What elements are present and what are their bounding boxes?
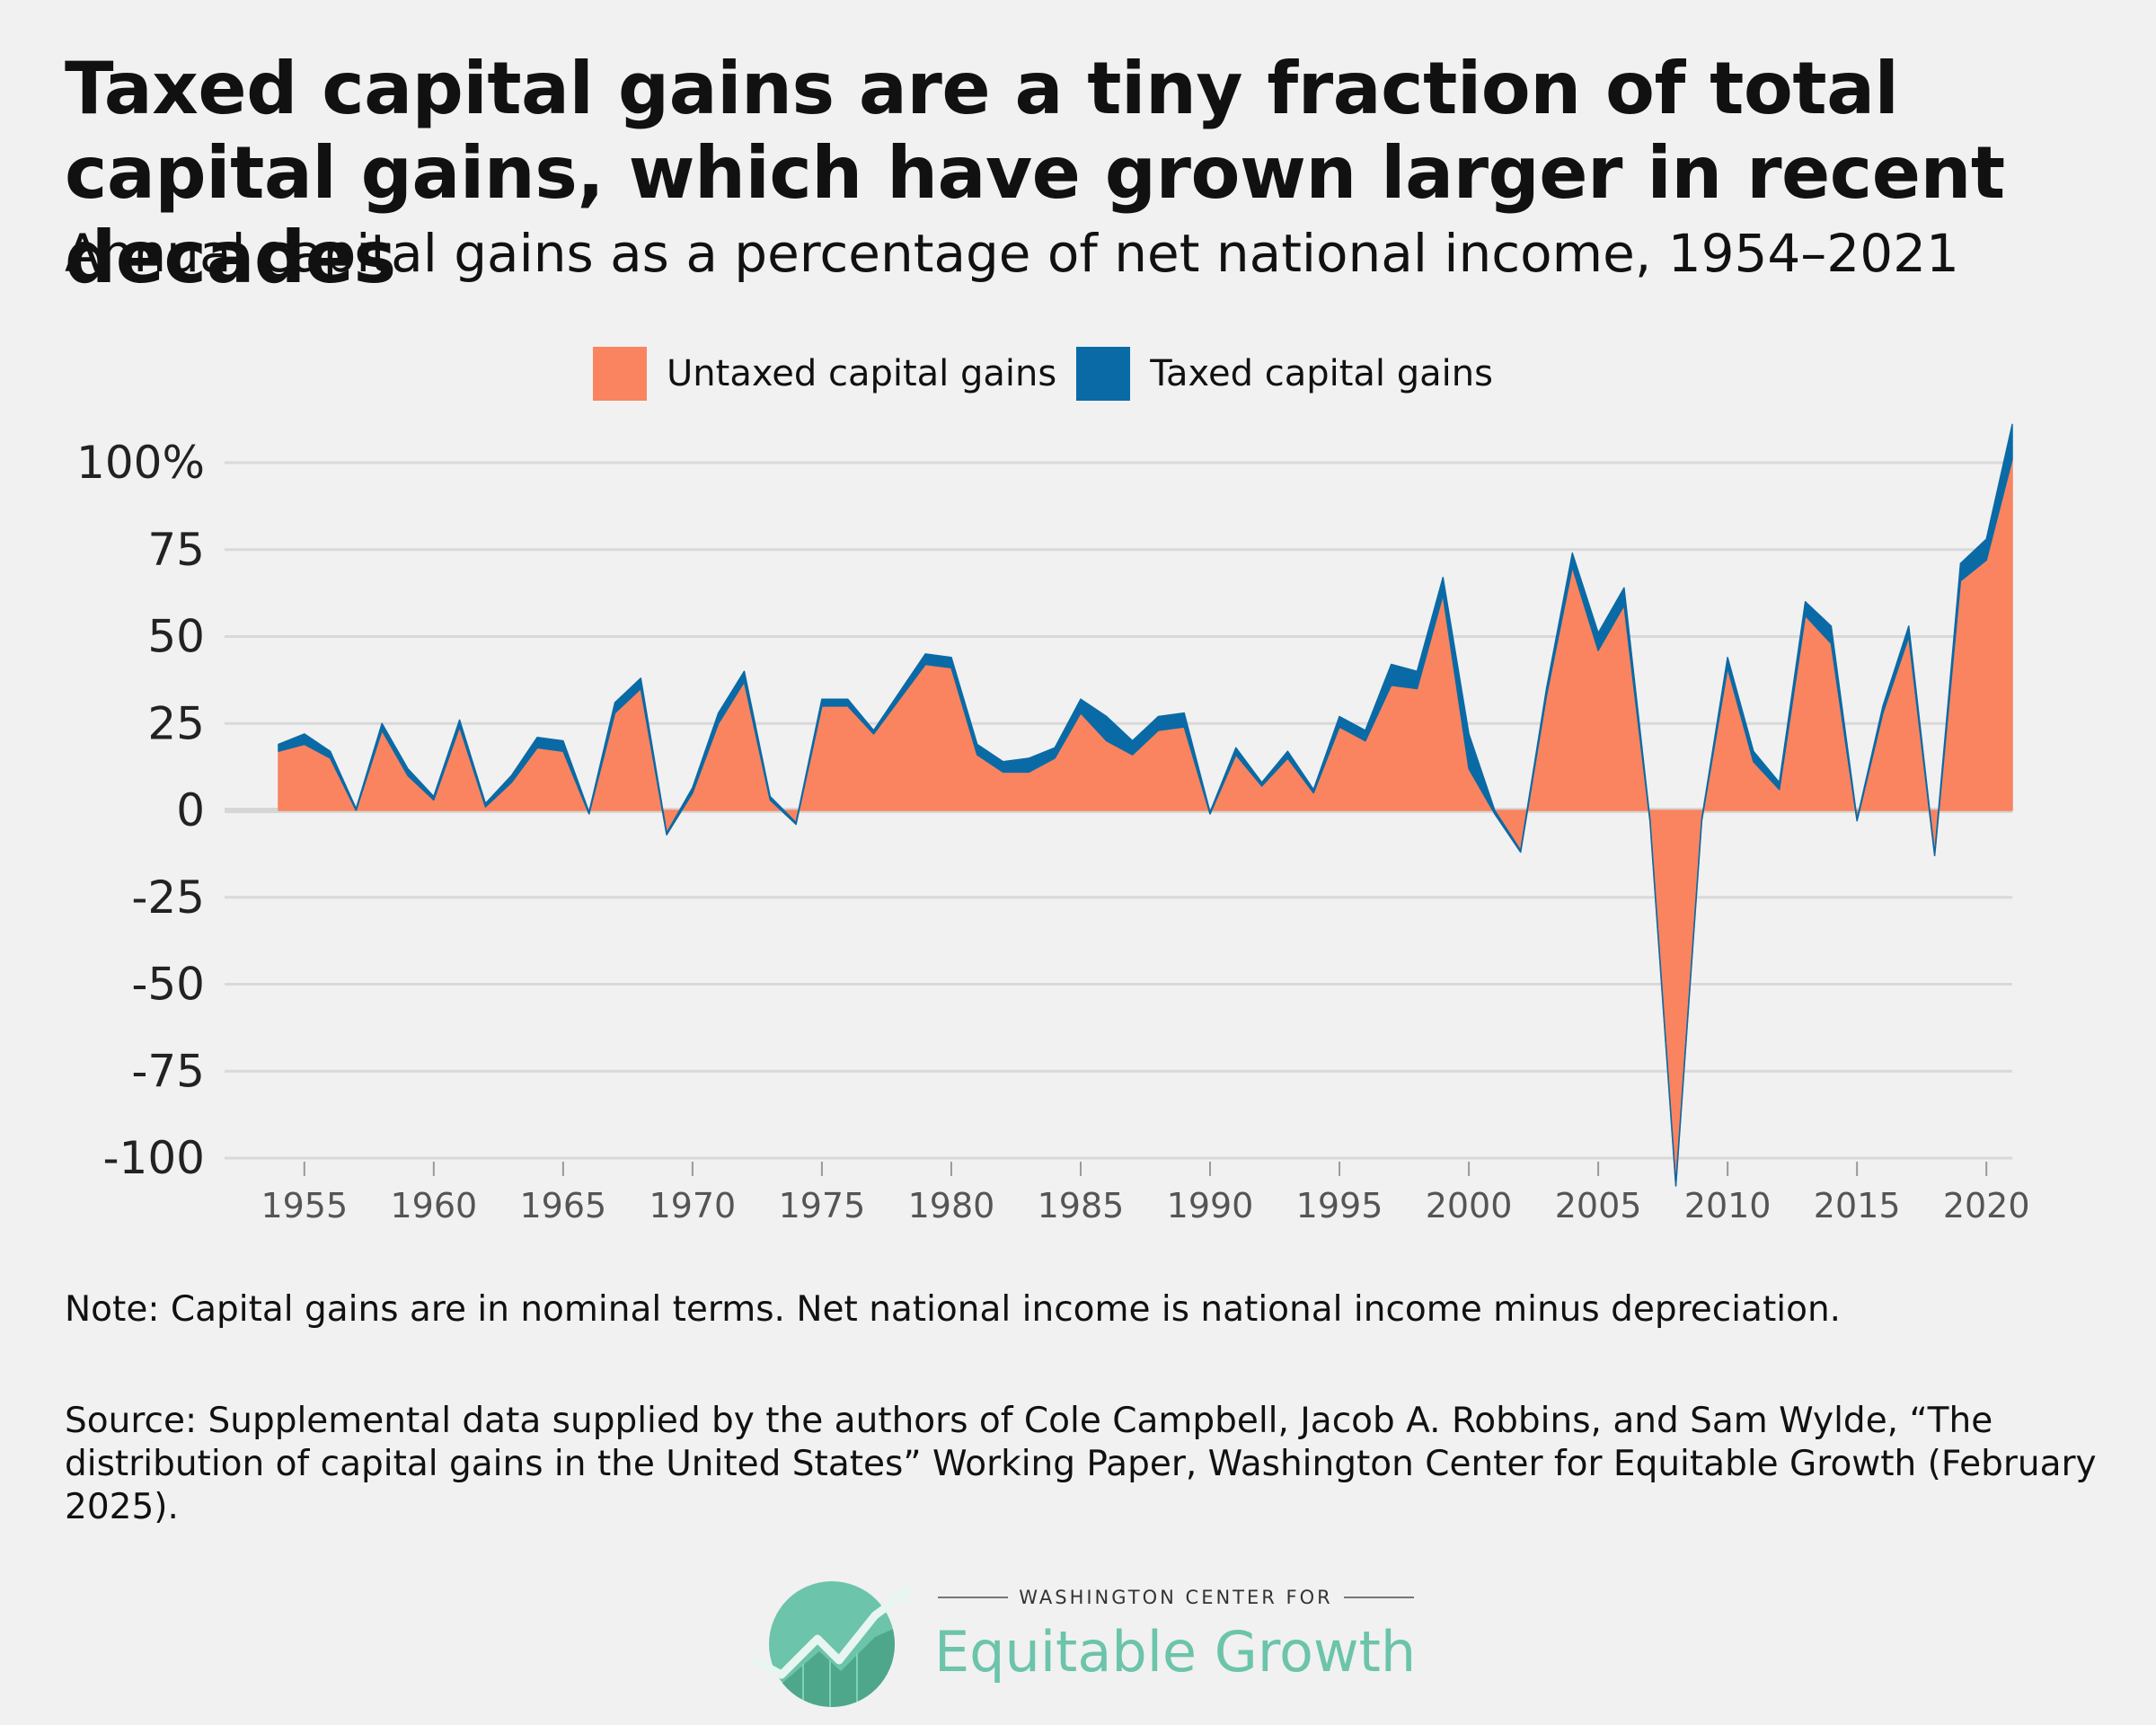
chart-source: Source: Supplemental data supplied by th… xyxy=(65,1401,2097,1527)
x-tick-label-3: 1970 xyxy=(649,1186,737,1222)
y-tick-label-0: 100% xyxy=(76,437,205,489)
equitable-growth-logo-icon xyxy=(750,1581,913,1707)
legend-item-taxed: Taxed capital gains xyxy=(1076,347,1493,401)
chart-legend: Untaxed capital gains Taxed capital gain… xyxy=(593,347,1513,401)
chart-note: Note: Capital gains are in nominal terms… xyxy=(65,1289,1842,1330)
x-tick-label-6: 1985 xyxy=(1038,1186,1125,1222)
x-axis-ticks: 1955 1960 1965 1970 1975 1980 1985 1990 1995 2000… xyxy=(261,1162,2030,1222)
x-tick-label-10: 2005 xyxy=(1555,1186,1642,1222)
y-tick-label-6: -50 xyxy=(131,959,205,1011)
series-area-untaxed xyxy=(278,458,2013,1187)
logo-name: Equitable Growth xyxy=(934,1619,1417,1685)
y-tick-label-7: -75 xyxy=(131,1045,205,1097)
area-chart: 100% 75 50 25 0 -25 -50 -75 -100 1955 1960 1965 197… xyxy=(76,423,2030,1222)
x-tick-label-1: 1960 xyxy=(390,1186,477,1222)
logo-top-text: WASHINGTON CENTER FOR xyxy=(1019,1587,1333,1608)
equitable-growth-logo: WASHINGTON CENTER FOR Equitable Growth xyxy=(749,1563,1432,1707)
chart-subtitle: Annual capital gains as a percentage of … xyxy=(65,223,1959,284)
legend-swatch-untaxed xyxy=(593,347,647,401)
legend-item-untaxed: Untaxed capital gains xyxy=(593,347,1056,401)
x-tick-label-12: 2015 xyxy=(1814,1186,1901,1222)
y-tick-label-2: 50 xyxy=(147,611,205,663)
x-tick-label-13: 2020 xyxy=(1943,1186,2030,1222)
legend-label-untaxed: Untaxed capital gains xyxy=(667,353,1057,394)
x-tick-label-8: 1995 xyxy=(1296,1186,1383,1222)
x-tick-label-9: 2000 xyxy=(1426,1186,1513,1222)
x-tick-label-11: 2010 xyxy=(1684,1186,1772,1222)
y-tick-label-1: 75 xyxy=(147,524,205,576)
chart-title: Taxed capital gains are a tiny fraction … xyxy=(65,47,2005,299)
chart-areas xyxy=(278,423,2013,1187)
x-tick-label-2: 1965 xyxy=(520,1186,607,1222)
y-tick-label-5: -25 xyxy=(131,871,205,924)
legend-label-taxed: Taxed capital gains xyxy=(1150,353,1493,394)
y-axis-tick-labels: 100% 75 50 25 0 -25 -50 -75 -100 xyxy=(76,437,205,1184)
x-tick-label-5: 1980 xyxy=(908,1186,995,1222)
series-area-taxed xyxy=(278,423,2013,1187)
x-tick-label-7: 1990 xyxy=(1167,1186,1254,1222)
logo-tagline: WASHINGTON CENTER FOR xyxy=(938,1587,1415,1608)
y-tick-label-3: 25 xyxy=(147,697,205,749)
y-tick-label-4: 0 xyxy=(176,784,205,836)
legend-swatch-taxed xyxy=(1076,347,1131,401)
x-tick-label-0: 1955 xyxy=(261,1186,348,1222)
y-tick-label-8: -100 xyxy=(103,1132,205,1184)
x-tick-label-4: 1975 xyxy=(779,1186,866,1222)
